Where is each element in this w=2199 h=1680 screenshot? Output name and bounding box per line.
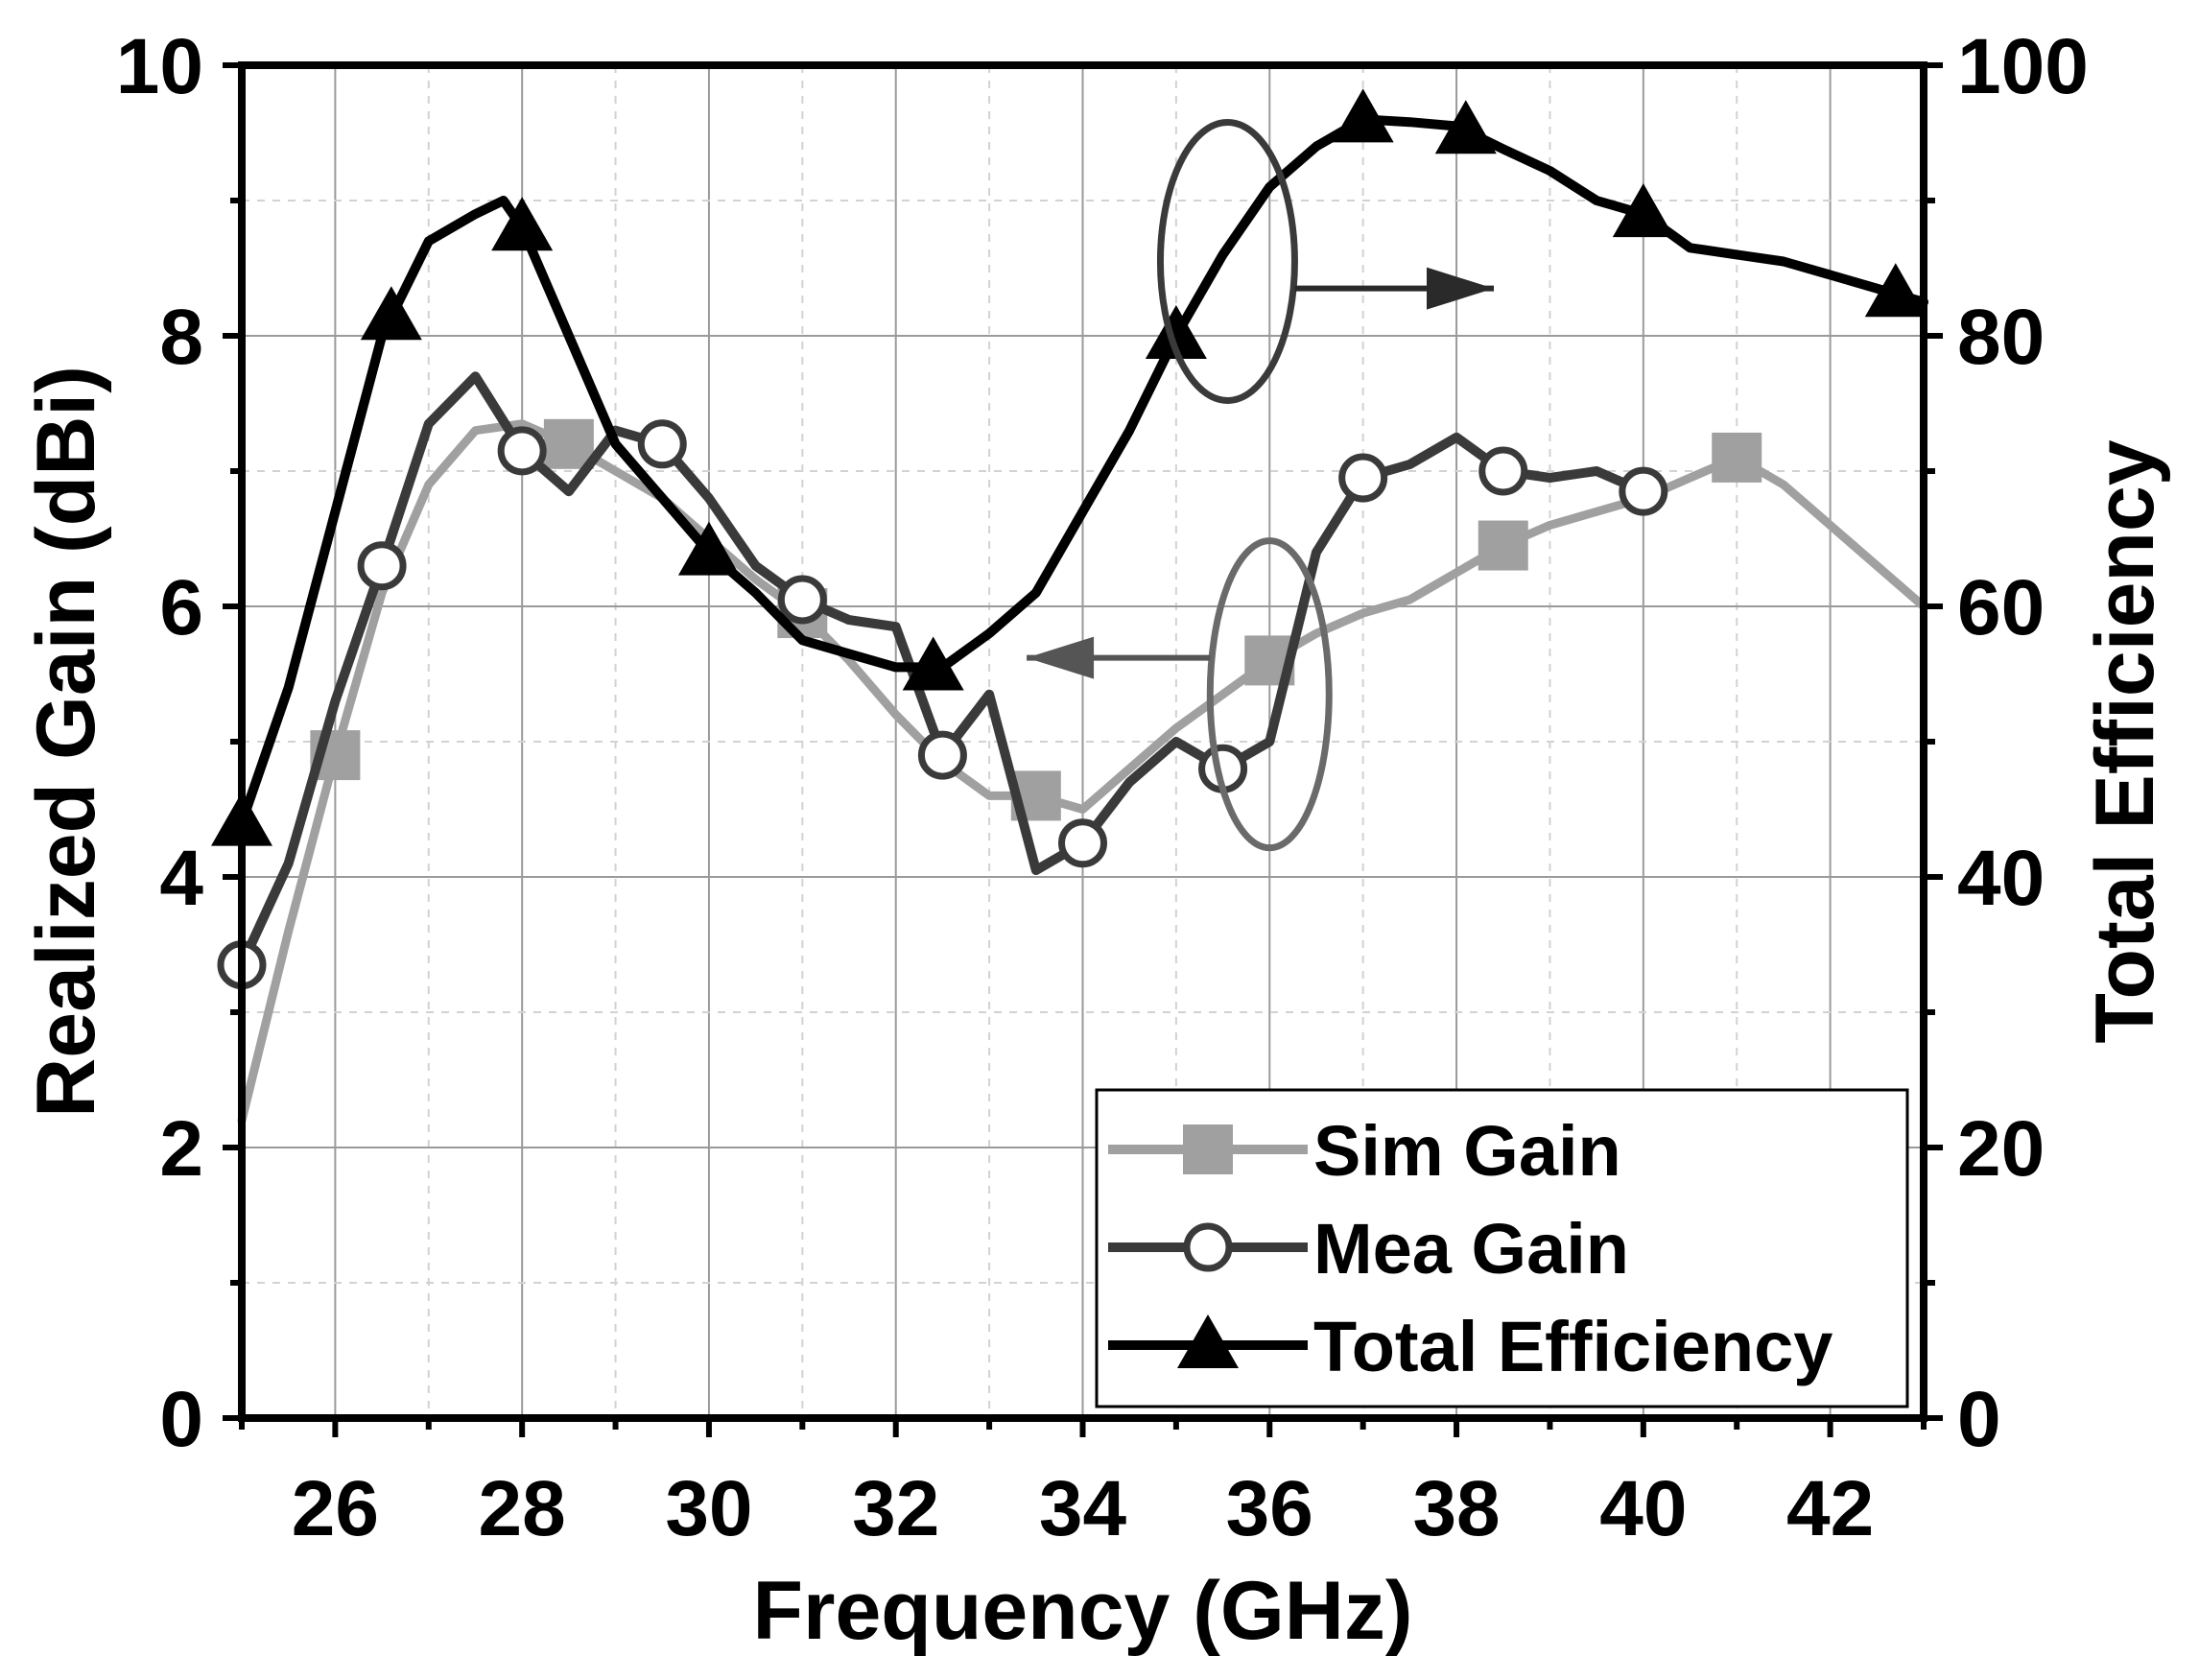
right-axis-arrow-head <box>1427 267 1495 310</box>
data-point-mea-gain <box>1478 446 1528 496</box>
y-right-tick-label: 60 <box>1957 564 2045 651</box>
data-point-mea-gain <box>357 541 407 591</box>
data-point-total-efficiency <box>1145 305 1207 359</box>
x-axis-title: Frequency (GHz) <box>752 1565 1412 1657</box>
data-point-mea-gain <box>1619 466 1668 516</box>
data-point-total-efficiency <box>1434 100 1497 154</box>
legend-label: Mea Gain <box>1313 1209 1629 1289</box>
y-left-tick-label: 0 <box>159 1376 203 1463</box>
legend-label: Total Efficiency <box>1313 1307 1832 1386</box>
annotations <box>1027 118 1495 852</box>
data-point-total-efficiency <box>491 197 554 251</box>
data-point-total-efficiency <box>1864 263 1927 318</box>
x-tick-label: 28 <box>479 1465 566 1552</box>
data-point-total-efficiency <box>677 521 740 576</box>
data-point-sim-gain <box>1712 432 1762 483</box>
x-tick-label: 26 <box>292 1465 379 1552</box>
y-right-tick-label: 100 <box>1957 23 2089 110</box>
data-point-mea-gain <box>917 730 967 780</box>
data-point-total-efficiency <box>360 286 422 341</box>
data-point-total-efficiency <box>1612 183 1674 238</box>
legend-label: Sim Gain <box>1313 1111 1621 1191</box>
legend-marker-square <box>1183 1124 1233 1174</box>
y-left-tick-label: 6 <box>159 564 203 651</box>
y-left-tick-label: 8 <box>159 294 203 381</box>
y-left-tick-label: 4 <box>159 835 203 922</box>
y-right-tick-label: 0 <box>1957 1376 2001 1463</box>
efficiency-ellipse <box>1156 118 1298 404</box>
x-tick-label: 38 <box>1412 1465 1500 1552</box>
data-point-mea-gain <box>1338 453 1388 503</box>
data-point-total-efficiency <box>1332 88 1394 143</box>
data-point-sim-gain <box>543 418 594 469</box>
data-point-mea-gain <box>1058 818 1107 868</box>
x-tick-label: 34 <box>1039 1465 1127 1552</box>
data-point-mea-gain <box>497 426 547 476</box>
y-right-tick-label: 40 <box>1957 835 2045 922</box>
y-left-tick-label: 2 <box>159 1105 203 1193</box>
y-right-tick-label: 20 <box>1957 1105 2045 1193</box>
legend-marker-triangle <box>1177 1314 1239 1368</box>
data-point-sim-gain <box>1478 520 1528 571</box>
legend-marker-circle <box>1183 1222 1233 1272</box>
series-layer <box>211 88 1928 1125</box>
x-tick-label: 30 <box>665 1465 752 1552</box>
left-axis-arrow-head <box>1027 636 1095 679</box>
y-axis-right-title: Total Efficiency <box>2079 439 2171 1043</box>
data-point-total-efficiency <box>902 636 964 691</box>
x-tick-label: 42 <box>1786 1465 1874 1552</box>
x-tick-label: 36 <box>1226 1465 1313 1552</box>
y-axis-left-title: Realized Gain (dBi) <box>20 366 112 1118</box>
y-left-tick-label: 10 <box>116 23 203 110</box>
x-tick-label: 32 <box>852 1465 939 1552</box>
data-point-mea-gain <box>637 419 687 469</box>
legend: Sim Gain Mea Gain Total Efficiency <box>1095 1088 1909 1408</box>
x-tick-label: 40 <box>1599 1465 1687 1552</box>
y-right-tick-label: 80 <box>1957 294 2045 381</box>
gain-ellipse <box>1206 537 1333 852</box>
data-point-mea-gain <box>777 575 827 625</box>
